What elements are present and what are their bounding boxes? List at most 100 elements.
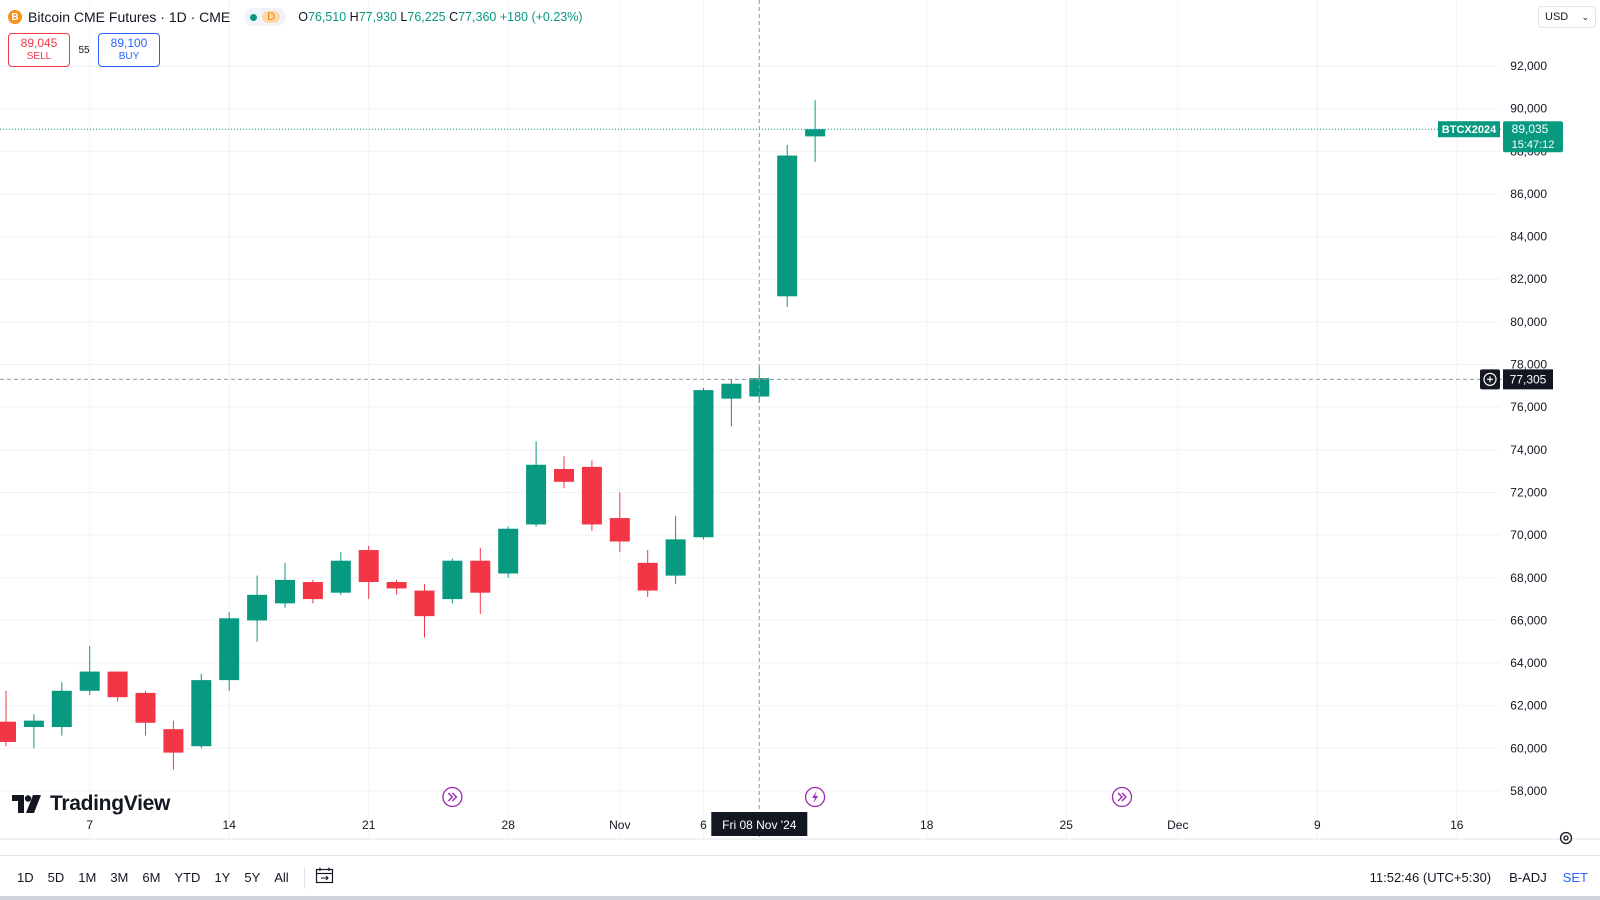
symbol-header: B Bitcoin CME Futures · 1D · CME D O76,5… (8, 6, 583, 28)
time-tick-label: 7 (86, 818, 93, 832)
candle-body (526, 464, 547, 525)
range-ytd[interactable]: YTD (174, 870, 201, 885)
symbol-title[interactable]: Bitcoin CME Futures · 1D · CME (28, 9, 231, 25)
candle-body (219, 618, 240, 681)
ohlc-values: O76,510 H77,930 L76,225 C77,360 +180 (+0… (298, 10, 582, 24)
range-6m[interactable]: 6M (142, 870, 161, 885)
range-3m[interactable]: 3M (110, 870, 129, 885)
candle-body (442, 560, 463, 600)
chevron-down-icon: ⌄ (1581, 11, 1589, 22)
price-tick-label: 82,000 (1510, 272, 1547, 286)
price-tick-label: 76,000 (1510, 400, 1547, 414)
event-arrow-icon (442, 786, 463, 808)
sell-label: SELL (26, 51, 52, 62)
open-value: 76,510 (307, 10, 347, 24)
candle-body (79, 671, 100, 691)
tradingview-logo: TradingView (12, 792, 170, 816)
price-tick-label: 68,000 (1510, 571, 1547, 585)
candle-body (163, 729, 184, 753)
candle (247, 575, 268, 642)
time-tick-label: 18 (920, 818, 934, 832)
bottom-strip (0, 896, 1600, 900)
countdown-label: 15:47:12 (1512, 139, 1555, 151)
candle-body (693, 390, 714, 538)
range-1m[interactable]: 1M (78, 870, 97, 885)
price-tick-label: 90,000 (1510, 102, 1547, 116)
market-status[interactable]: D (244, 8, 287, 26)
status-letter: D (262, 11, 281, 23)
last-price-label: 89,035 (1512, 122, 1549, 136)
sell-price: 89,045 (20, 36, 58, 50)
event-lightning-icon (804, 786, 826, 808)
price-axis: 58,000 60,000 62,000 64,000 66,000 68,000 70,0… (1510, 59, 1547, 798)
candle (51, 682, 72, 736)
arrow-shape (447, 792, 458, 802)
candle-body (302, 582, 323, 600)
clock[interactable]: 11:52:46 (UTC+5:30) (1369, 870, 1492, 885)
range-5y[interactable]: 5Y (244, 870, 261, 885)
low-label: L (400, 10, 408, 24)
lightning-shape (812, 791, 819, 803)
candle (358, 545, 379, 600)
candle-body (330, 560, 351, 593)
chart-settings-icon[interactable] (1558, 830, 1574, 851)
bottom-right-tools: 11:52:46 (UTC+5:30) B-ADJ SET (1370, 870, 1588, 885)
range-1y[interactable]: 1Y (214, 870, 231, 885)
time-tick-label: 21 (362, 818, 376, 832)
price-tick-label: 70,000 (1510, 528, 1547, 542)
candle (79, 646, 100, 696)
candle-body (777, 155, 798, 297)
set-button[interactable]: SET (1562, 870, 1588, 885)
candle-body (637, 562, 658, 591)
price-tick-label: 58,000 (1510, 784, 1547, 798)
market-open-icon (250, 13, 258, 21)
candle-body (498, 528, 519, 574)
time-axis: 7 14 21 28 Nov 6 18 25 Dec 9 16 (0, 818, 1600, 840)
time-tick-label: 25 (1060, 818, 1074, 832)
low-value: 76,225 (407, 10, 446, 24)
plus-circle-icon (1483, 372, 1497, 386)
price-tick-label: 84,000 (1510, 230, 1547, 244)
price-tick-label: 72,000 (1510, 485, 1547, 499)
price-tick-label: 86,000 (1510, 187, 1547, 201)
candle (498, 526, 519, 578)
candle (219, 611, 240, 691)
time-tick-label: 14 (223, 818, 237, 832)
change-value: +180 (+0.23%) (499, 10, 583, 24)
range-1d[interactable]: 1D (17, 870, 34, 885)
candle (107, 671, 128, 702)
range-5d[interactable]: 5D (47, 870, 65, 885)
candle (302, 579, 323, 604)
time-tick-label: Dec (1167, 818, 1188, 832)
buy-label: BUY (118, 51, 140, 62)
badj-button[interactable]: B-ADJ (1509, 870, 1547, 885)
arrow-shape (1117, 792, 1127, 802)
crosshair-date-bg (711, 812, 808, 836)
currency-select[interactable]: USD ⌄ (1538, 6, 1596, 28)
candle-body (609, 518, 630, 542)
candle (0, 690, 16, 747)
chart-grid (0, 0, 1500, 838)
go-to-date-icon[interactable] (315, 867, 335, 888)
close-label: C (449, 10, 459, 24)
candle (777, 144, 798, 307)
range-all[interactable]: All (274, 870, 289, 885)
currency-value: USD (1545, 11, 1569, 23)
tradingview-logo-icon (12, 795, 41, 813)
chart-overlays: BTCX2024 89,035 15:47:12 77,305 Fri 08 Nov '… (0, 0, 1563, 838)
last-price-badge-bg (1503, 121, 1563, 153)
high-label: H (349, 10, 359, 24)
divider (303, 866, 305, 889)
crosshair-price-bg (1503, 369, 1553, 390)
candle-body (721, 383, 742, 399)
candle-body (247, 594, 268, 621)
candle-body (386, 582, 407, 589)
candle (581, 460, 602, 531)
buy-button[interactable]: 89,100 BUY (98, 33, 160, 67)
sell-button[interactable]: 89,045 SELL (8, 33, 70, 67)
candle-body (0, 721, 16, 742)
price-tick-label: 60,000 (1510, 741, 1547, 755)
candle-body (23, 720, 44, 728)
high-value: 77,930 (358, 10, 397, 24)
